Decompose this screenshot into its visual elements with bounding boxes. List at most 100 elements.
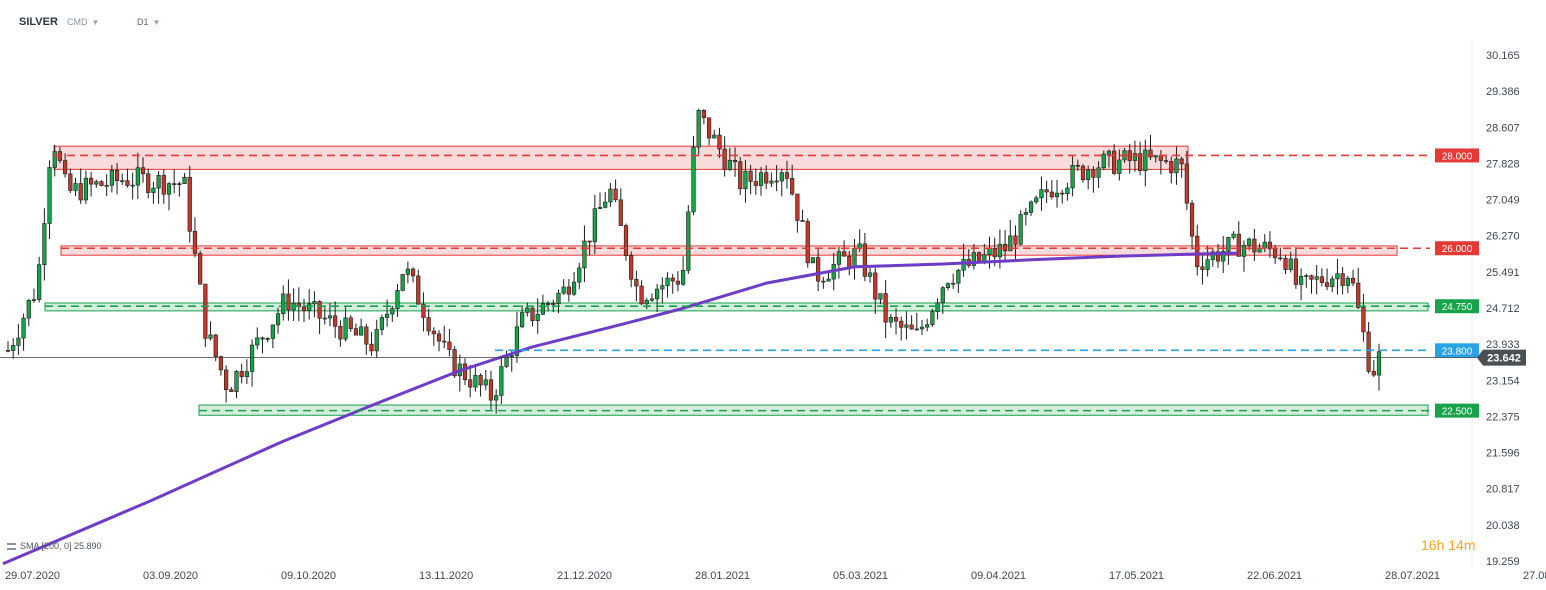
- market-selector[interactable]: CMD ▼: [67, 17, 99, 27]
- candle-body: [390, 308, 395, 315]
- candle-body: [161, 174, 166, 195]
- candle-body: [192, 230, 198, 254]
- candle-body: [816, 257, 821, 282]
- candle-body: [914, 328, 919, 331]
- candle-body: [78, 183, 83, 201]
- candle-body: [42, 223, 47, 265]
- candle-body: [203, 283, 208, 339]
- current-price-tag: [1477, 349, 1526, 366]
- level-price-tag: [1435, 241, 1479, 256]
- candle-body: [639, 285, 644, 305]
- candle-body: [1247, 238, 1252, 246]
- candle-body: [462, 363, 468, 381]
- candle-body: [836, 251, 842, 265]
- candle-body: [753, 181, 758, 186]
- candle-body: [177, 183, 182, 185]
- candle-body: [1023, 212, 1028, 215]
- candle-body: [16, 337, 21, 346]
- candle-body: [166, 183, 172, 195]
- candle-body: [1127, 150, 1132, 161]
- candle-body: [1086, 169, 1091, 180]
- candle-body: [712, 134, 717, 139]
- candle-body: [421, 303, 426, 318]
- candle-body: [307, 303, 312, 311]
- candle-body: [722, 148, 727, 170]
- candle-body: [992, 247, 997, 258]
- candle-body: [1075, 164, 1080, 167]
- candle-body: [545, 303, 551, 305]
- candle-body: [52, 151, 57, 168]
- candle-body: [1356, 282, 1361, 308]
- candle-body: [327, 315, 333, 319]
- timer-minutes: 14: [1448, 537, 1464, 553]
- timeframe-selector[interactable]: D1 ▼: [137, 17, 160, 27]
- candle-body: [1044, 189, 1049, 193]
- candle-body: [842, 251, 847, 257]
- candle-body: [696, 109, 701, 148]
- y-tick-label: 19.259: [1486, 556, 1520, 568]
- candle-body: [665, 277, 670, 286]
- candle-body: [940, 287, 945, 304]
- y-tick-label: 23.154: [1486, 375, 1520, 387]
- candle-body: [888, 316, 893, 323]
- y-tick-label: 28.607: [1486, 122, 1520, 134]
- candle-body: [1267, 241, 1273, 250]
- y-tick-label: 25.491: [1486, 267, 1520, 279]
- candle-body: [919, 326, 925, 330]
- level-label: 23.800: [1442, 346, 1473, 357]
- candle-body: [410, 268, 416, 277]
- candle-body: [213, 334, 218, 357]
- candle-body: [1324, 282, 1330, 287]
- candle-body: [566, 286, 571, 295]
- candle-body: [1117, 159, 1122, 174]
- candle-body: [301, 306, 307, 311]
- candle-body: [1200, 266, 1205, 270]
- chevron-down-icon: ▼: [152, 18, 161, 27]
- sma-indicator-legend[interactable]: SMA [200, 0] 25.890: [7, 541, 102, 551]
- candle-body: [270, 324, 275, 339]
- level-label: 28.000: [1442, 151, 1473, 162]
- candle-body: [1189, 202, 1195, 237]
- candle-body: [1034, 197, 1039, 203]
- candle-body: [1070, 164, 1075, 189]
- candle-body: [826, 278, 831, 282]
- candle-body: [1054, 192, 1060, 198]
- candle-body: [738, 161, 743, 190]
- candle-body: [1366, 331, 1371, 372]
- candle-body: [1226, 237, 1231, 252]
- candle-body: [758, 172, 764, 186]
- candle-body: [431, 330, 436, 335]
- x-tick-label: 28.07.2021: [1385, 570, 1440, 582]
- candle-body: [686, 211, 691, 271]
- candle-body: [260, 337, 265, 340]
- sma-line: [2, 251, 1238, 566]
- candle-body: [971, 252, 977, 266]
- candle-body: [634, 278, 639, 287]
- candle-body: [509, 355, 514, 358]
- x-tick-label: 17.05.2021: [1109, 570, 1164, 582]
- candle-body: [452, 349, 457, 377]
- candle-body: [743, 170, 748, 190]
- candle-body: [618, 199, 623, 226]
- y-tick-label: 20.038: [1486, 520, 1520, 532]
- candle-body: [468, 379, 473, 388]
- candle-body: [229, 389, 234, 392]
- candle-body: [135, 167, 140, 186]
- candle-body: [800, 220, 805, 222]
- candle-body: [997, 243, 1002, 258]
- candle-body: [852, 248, 857, 268]
- level-label: 22.500: [1442, 407, 1473, 418]
- candle-body: [1101, 153, 1106, 169]
- candle-body: [691, 146, 696, 213]
- candle-body: [540, 303, 545, 315]
- level-label: 26.000: [1442, 244, 1473, 255]
- candle-body: [317, 301, 322, 319]
- candle-body: [623, 225, 629, 256]
- candle-body: [592, 208, 597, 243]
- candle-body: [956, 269, 961, 284]
- x-tick-label: 09.10.2020: [281, 570, 336, 582]
- candle-body: [561, 286, 566, 294]
- candle-body: [83, 177, 88, 201]
- candle-body: [514, 326, 520, 356]
